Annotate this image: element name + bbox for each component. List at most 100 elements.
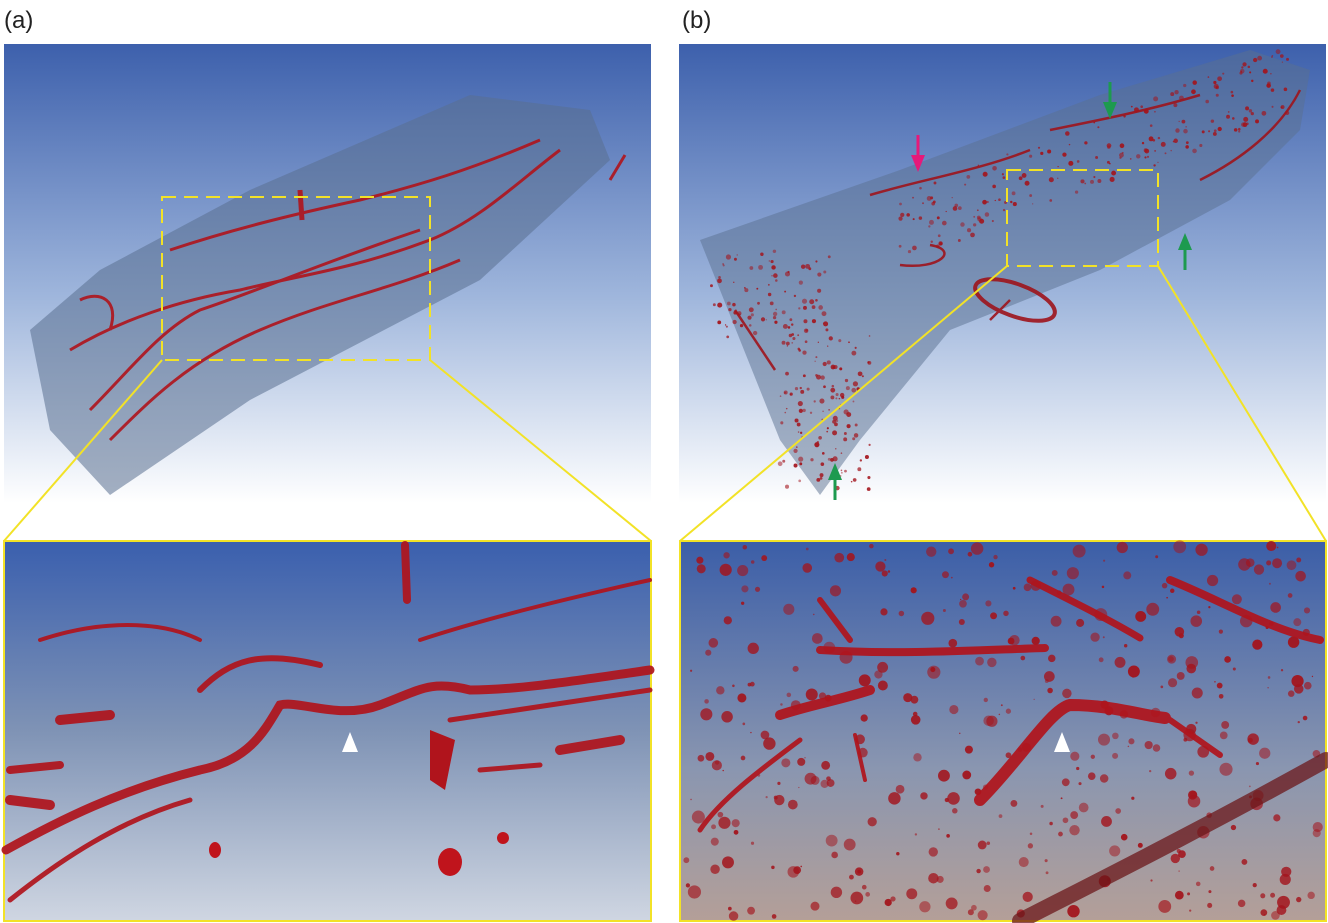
- cell: [732, 819, 740, 827]
- cell: [973, 223, 976, 226]
- cell: [1288, 593, 1293, 598]
- cell: [1234, 128, 1238, 132]
- cell: [977, 217, 981, 221]
- cell: [1281, 867, 1291, 877]
- cell: [1189, 770, 1194, 775]
- cell: [975, 657, 984, 666]
- cell: [1069, 825, 1079, 835]
- cell: [820, 477, 823, 480]
- cell: [982, 200, 987, 205]
- cell: [853, 478, 857, 482]
- cell: [806, 689, 818, 701]
- cell: [1208, 606, 1210, 608]
- cell: [1231, 91, 1234, 94]
- cell: [1069, 144, 1070, 145]
- cell: [1073, 545, 1086, 558]
- cell: [786, 408, 788, 410]
- cell: [850, 892, 863, 905]
- cell: [958, 206, 962, 210]
- cell: [786, 342, 790, 346]
- cell: [1241, 859, 1247, 865]
- cell: [830, 395, 834, 399]
- cell: [815, 374, 818, 377]
- cell: [992, 220, 994, 222]
- cell: [1268, 676, 1271, 679]
- cell: [797, 758, 805, 766]
- cell: [1019, 176, 1023, 180]
- cell: [976, 869, 980, 873]
- cell: [1269, 583, 1271, 585]
- cell: [1115, 808, 1121, 814]
- cell: [1079, 803, 1089, 813]
- cell: [750, 682, 755, 687]
- cell: [913, 218, 915, 220]
- cell: [705, 752, 714, 761]
- cell: [984, 885, 991, 892]
- cell: [1273, 814, 1280, 821]
- cell: [1168, 678, 1177, 687]
- cell: [1260, 909, 1267, 916]
- cell: [780, 421, 783, 424]
- cell: [1255, 119, 1259, 123]
- cell: [1249, 71, 1251, 73]
- cell: [968, 909, 974, 915]
- cell: [1210, 866, 1215, 871]
- cell: [1144, 156, 1146, 158]
- cell: [1214, 129, 1217, 132]
- cell: [930, 667, 935, 672]
- cell: [973, 216, 975, 218]
- cell: [912, 246, 917, 251]
- cell: [959, 619, 965, 625]
- cell: [1219, 763, 1232, 776]
- cell: [885, 899, 892, 906]
- cell: [962, 593, 969, 600]
- cell: [808, 267, 811, 270]
- cell: [960, 599, 961, 600]
- cell: [1298, 721, 1300, 723]
- cell: [1304, 682, 1312, 690]
- cell: [1221, 721, 1229, 729]
- cell: [946, 897, 958, 909]
- cell: [1191, 89, 1196, 94]
- figure: (a) (b): [0, 0, 1328, 923]
- cell: [798, 457, 803, 462]
- cell: [1038, 147, 1040, 149]
- cell: [868, 817, 877, 826]
- cell: [922, 202, 924, 204]
- cell: [983, 172, 988, 177]
- cell: [803, 374, 806, 377]
- cell: [773, 273, 778, 278]
- cell: [1013, 202, 1017, 206]
- cell: [1188, 795, 1201, 808]
- cell: [993, 555, 997, 559]
- cell: [1022, 173, 1027, 178]
- cell: [1271, 56, 1273, 58]
- cell: [970, 233, 975, 238]
- cell: [784, 291, 786, 293]
- cell: [927, 196, 932, 201]
- cell: [1287, 560, 1297, 570]
- cell: [782, 341, 786, 345]
- cell: [884, 559, 886, 561]
- cell: [1165, 768, 1177, 780]
- cell: [718, 817, 730, 829]
- cell: [1271, 88, 1275, 92]
- cell: [791, 342, 793, 344]
- cell: [700, 708, 712, 720]
- cell: [795, 419, 799, 423]
- render-a: [4, 44, 651, 503]
- cell: [1067, 905, 1079, 917]
- cell: [729, 911, 738, 920]
- cell: [1248, 738, 1253, 743]
- cell: [1088, 772, 1096, 780]
- cell: [1084, 141, 1087, 144]
- cell: [1012, 191, 1016, 195]
- cell: [1134, 107, 1139, 112]
- cell: [715, 760, 719, 764]
- cell: [978, 165, 979, 166]
- cell: [777, 782, 780, 785]
- cell: [1186, 141, 1189, 144]
- cell: [690, 799, 691, 800]
- cell: [947, 792, 960, 805]
- cell: [783, 604, 794, 615]
